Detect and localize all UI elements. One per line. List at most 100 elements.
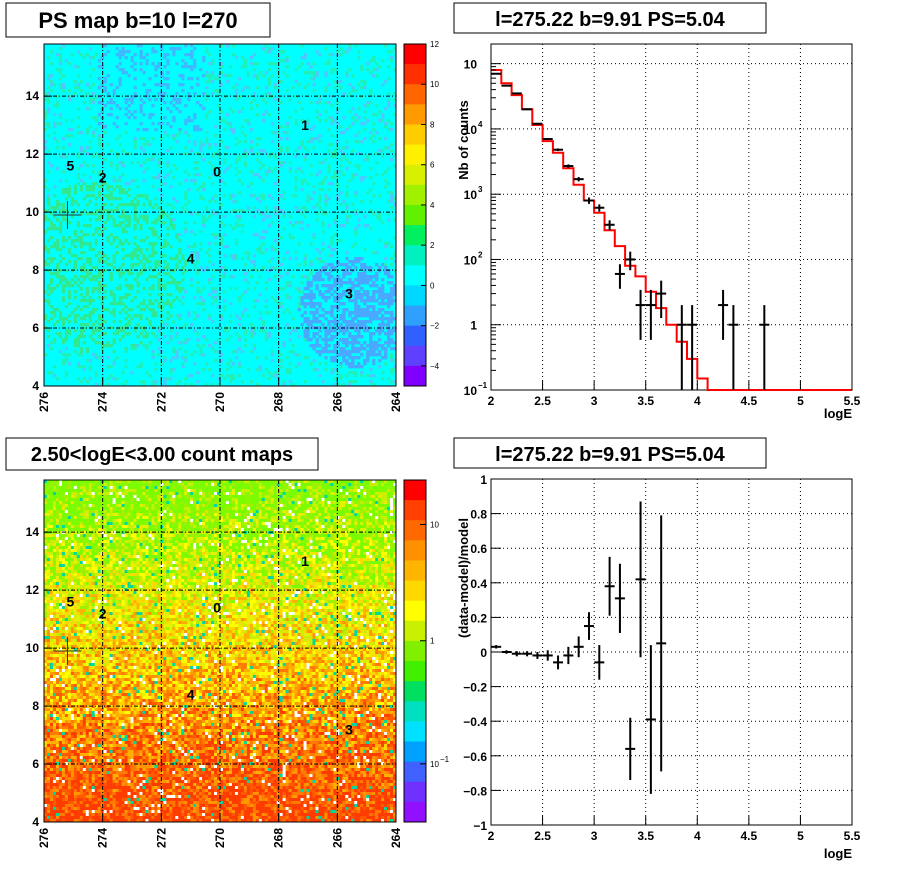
count-map-cell	[342, 504, 346, 508]
spectrum-data-point	[553, 148, 564, 152]
count-map-cell	[121, 507, 125, 511]
count-map-cell	[378, 498, 382, 502]
ps-map-cell	[211, 62, 215, 66]
count-map-cell	[360, 504, 364, 508]
ps-map-cell	[88, 335, 93, 339]
count-map-cell	[100, 504, 104, 508]
count-map-cell	[327, 498, 331, 502]
count-map-cell	[46, 483, 51, 487]
ps-map-cell	[378, 212, 382, 216]
ps-map-cell	[303, 332, 307, 336]
ps-map-cell	[109, 272, 113, 276]
ps-map-cell	[187, 374, 191, 378]
ps-map-cell	[121, 215, 125, 219]
ps-map-cell	[324, 47, 328, 51]
ps-map-cell	[151, 47, 155, 51]
ps-map-cell	[393, 359, 397, 363]
ps-map-cell	[103, 254, 107, 258]
ps-map-cell	[76, 257, 81, 261]
spectrum-data-point	[645, 289, 656, 340]
ps-map-cell	[211, 80, 215, 84]
ps-map-cell	[390, 143, 394, 147]
ps-map-cell	[103, 290, 107, 294]
ps-map-cell	[339, 302, 343, 306]
count-map-cell	[237, 483, 242, 487]
ps-map-cell	[139, 224, 143, 228]
ps-map-cell	[300, 140, 304, 144]
ps-map-cell	[88, 248, 93, 252]
ps-map-cell	[231, 53, 236, 57]
count-map-cell	[270, 501, 274, 505]
count-map-cell	[67, 495, 72, 499]
ps-map-cell	[190, 179, 194, 183]
count-map-cell	[303, 492, 307, 496]
count-map-cell	[91, 501, 96, 505]
ps-map-cell	[330, 305, 334, 309]
count-map-cell	[44, 498, 48, 502]
count-map-cell	[345, 510, 349, 514]
count-map-cell	[124, 492, 128, 496]
ps-map-cell	[339, 284, 343, 288]
ps-map-cell	[142, 194, 146, 198]
ps-map-cell	[366, 266, 370, 270]
count-map-cell	[381, 504, 385, 508]
ps-map-cell	[354, 323, 358, 327]
ps-map-cell	[202, 188, 206, 192]
ps-map-cell	[142, 71, 146, 75]
ps-map-cell	[85, 92, 90, 96]
ps-map-cell	[375, 74, 379, 78]
ps-map-cell	[279, 353, 283, 357]
ps-map-cell	[261, 47, 266, 51]
ps-map-cell	[121, 188, 125, 192]
ps-map-cell	[264, 170, 269, 174]
count-map-cell	[348, 483, 352, 487]
ps-map-cell	[82, 251, 87, 255]
count-map-cell	[342, 483, 346, 487]
ps-map-cell	[306, 83, 310, 87]
ps-map-cell	[76, 50, 81, 54]
count-map-cell	[333, 486, 337, 490]
ps-map-cell	[336, 353, 340, 357]
count-map-cell	[79, 486, 84, 490]
count-map-cell	[142, 495, 146, 499]
ps-map-cell	[97, 170, 101, 174]
count-map-cell	[79, 498, 84, 502]
ps-map-cell	[351, 317, 355, 321]
ps-map-cell	[202, 287, 206, 291]
ps-map-cell	[121, 203, 125, 207]
count-map-cell	[243, 495, 248, 499]
count-map-cell	[378, 489, 382, 493]
ps-map-cell	[145, 194, 149, 198]
ps-map-cell	[288, 98, 292, 102]
ps-map-cell	[208, 161, 212, 165]
count-map-cell	[360, 498, 364, 502]
ps-map-cell	[324, 110, 328, 114]
ps-map-cell	[205, 140, 209, 144]
spectrum-y-tick-exponent: 4	[478, 120, 483, 129]
count-map-cell	[339, 510, 343, 514]
count-map-cell	[217, 492, 221, 496]
ps-map-cell	[49, 164, 54, 168]
ps-map-cell	[345, 158, 349, 162]
ps-map-cell	[393, 68, 397, 72]
ps-map-cell	[175, 281, 179, 285]
ps-map-cell	[82, 314, 87, 318]
count-map-cell	[181, 501, 185, 505]
ps-map-cell	[279, 209, 283, 213]
ps-map-cell	[273, 155, 277, 159]
ps-map-cell	[58, 59, 63, 63]
ps-map-cell	[354, 299, 358, 303]
ps-map-cell	[345, 362, 349, 366]
ps-map-cell	[351, 149, 355, 153]
count-map-cell	[309, 513, 313, 517]
spectrum-x-tick-label: 5	[797, 394, 804, 408]
ps-map-cell	[360, 272, 364, 276]
ps-map-cell	[151, 137, 155, 141]
spectrum-model-step	[491, 69, 852, 391]
ps-map-cell	[369, 335, 373, 339]
count-map-cell	[231, 510, 236, 514]
count-map-cell	[282, 483, 286, 487]
ps-map-cell	[372, 308, 376, 312]
ps-map-cell	[303, 296, 307, 300]
ps-map-cell	[184, 131, 188, 135]
